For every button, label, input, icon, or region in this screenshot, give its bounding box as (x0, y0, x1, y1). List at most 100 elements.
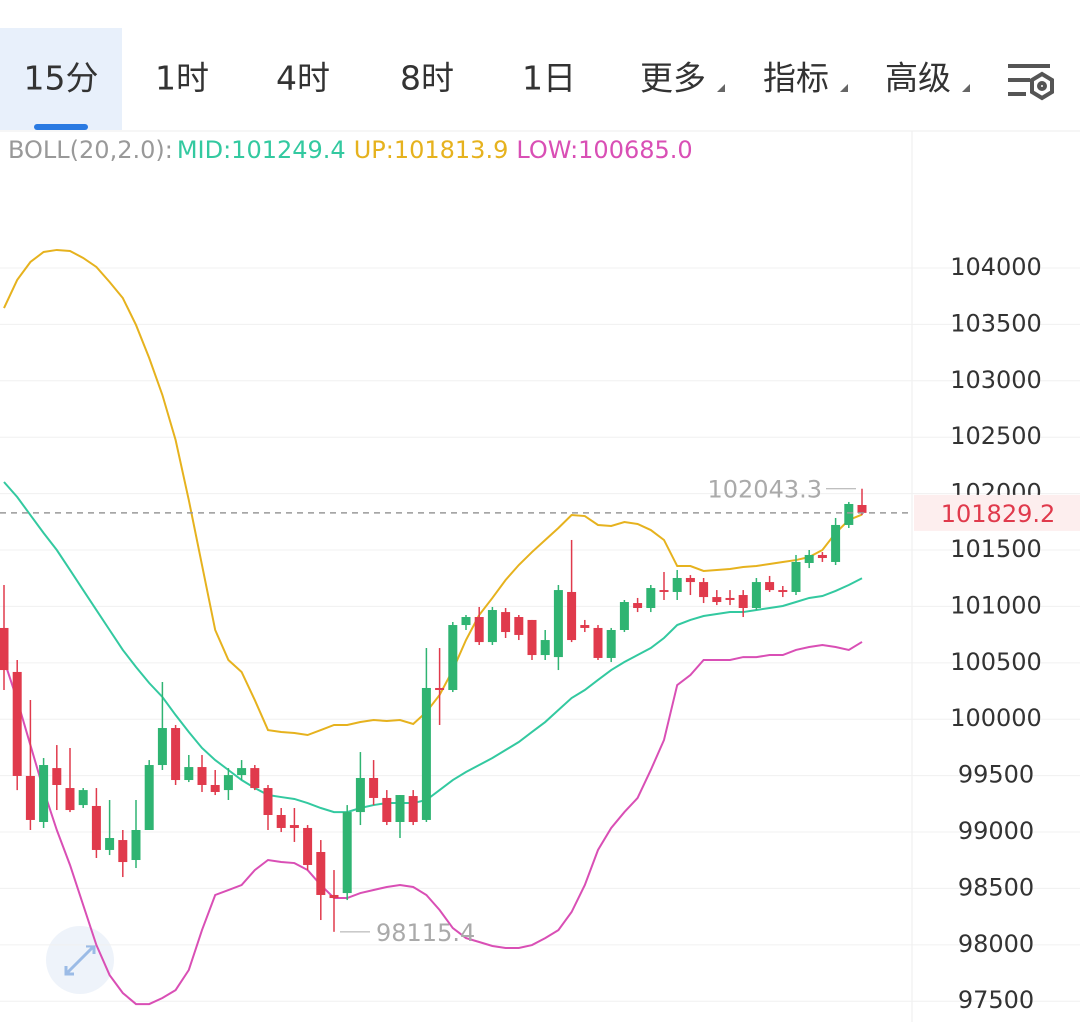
candle-body (171, 728, 181, 781)
expand-button[interactable] (46, 926, 114, 994)
tab[interactable]: 1日 (522, 59, 576, 98)
boll-line (3, 481, 863, 814)
candle-body (105, 838, 115, 850)
y-tick-label: 99500 (958, 761, 1034, 789)
candle-body (25, 775, 35, 820)
candle-body (699, 582, 709, 598)
candle-body (540, 640, 550, 656)
candle-body (751, 582, 761, 608)
y-tick-label: 104000 (950, 253, 1042, 281)
settings-icon[interactable] (1008, 64, 1054, 101)
y-tick-label: 101500 (950, 535, 1042, 563)
candle-body (316, 851, 326, 895)
candle-body (52, 768, 62, 785)
candle-body (844, 503, 854, 525)
candle-body (144, 765, 154, 831)
candle-body (382, 797, 392, 822)
dropdown-caret (840, 84, 848, 92)
tab[interactable]: 更多 (640, 59, 706, 98)
y-tick-label: 101000 (950, 591, 1042, 619)
y-tick-label: 97500 (958, 986, 1034, 1014)
candle-body (804, 554, 814, 563)
candle-body (329, 894, 339, 899)
annotation: 102043.3 (707, 476, 822, 504)
boll-line (3, 248, 863, 737)
active-tab-indicator (34, 124, 88, 130)
y-tick-label: 102500 (950, 422, 1042, 450)
candle-body (501, 612, 511, 633)
candle-body (487, 610, 497, 643)
candle-body (474, 617, 484, 643)
candle-body (659, 590, 669, 592)
candle-body (461, 617, 471, 626)
candle-body (237, 768, 247, 776)
candle-body (619, 602, 629, 630)
candle-body (303, 827, 313, 865)
candle-body (448, 625, 458, 691)
candle-body (685, 577, 695, 583)
legend-entry: LOW:100685.0 (516, 136, 692, 164)
candle-body (39, 765, 49, 822)
candle-body (0, 627, 9, 671)
candle-body (567, 591, 577, 641)
candle-body (725, 597, 735, 600)
candle-body (408, 796, 418, 822)
last-price-box (914, 494, 1080, 531)
candle-body (289, 825, 299, 828)
candle-body (118, 840, 128, 863)
tab[interactable]: 4时 (276, 59, 330, 98)
candle-body (738, 595, 748, 608)
y-tick-label: 100000 (950, 704, 1042, 732)
candle-body (65, 788, 75, 811)
tab[interactable]: 指标 (763, 59, 829, 98)
boll-line (3, 641, 863, 1006)
candle-body (250, 768, 260, 789)
active-tab-bg (0, 28, 122, 130)
candle-body (12, 671, 22, 776)
candle-body (857, 505, 867, 513)
candle-body (646, 588, 656, 608)
y-tick-label: 103500 (950, 309, 1042, 337)
candle-body (712, 597, 722, 603)
tab[interactable]: 8时 (400, 59, 454, 98)
candle-body (342, 812, 352, 894)
candle-body (355, 777, 365, 813)
dropdown-caret (962, 84, 970, 92)
candle-body (91, 805, 101, 850)
legend-entry: UP:101813.9 (354, 136, 509, 164)
legend-entry: MID:101249.4 (177, 136, 346, 164)
candle-body (672, 577, 682, 592)
candle-body (263, 788, 273, 815)
candle-body (527, 619, 537, 656)
candle-body (369, 777, 379, 798)
tab[interactable]: 1时 (155, 59, 209, 98)
last-price-label: 101829.2 (941, 500, 1056, 528)
y-tick-label: 98500 (958, 873, 1034, 901)
indicator-name: BOLL(20,2.0): (8, 136, 173, 164)
candle-body (210, 784, 220, 792)
candle-body (791, 561, 801, 592)
y-tick-label: 99000 (958, 817, 1034, 845)
candle-body (184, 767, 194, 781)
y-tick-label: 100500 (950, 648, 1042, 676)
candle-body (606, 629, 616, 658)
candle-body (395, 795, 405, 822)
candle-body (593, 627, 603, 658)
candle-body (78, 790, 88, 806)
candle-body (276, 814, 286, 828)
candle-body (157, 728, 167, 766)
tab[interactable]: 高级 (885, 59, 951, 98)
tab[interactable]: 15分 (24, 59, 99, 98)
candle-body (553, 590, 563, 658)
candle-body (817, 554, 827, 559)
indicator-legend: BOLL(20,2.0): MID:101249.4 UP:101813.9 LOW:… (8, 136, 693, 164)
candle-body (223, 775, 233, 791)
candle-body (435, 687, 445, 691)
candle-body (421, 687, 431, 820)
candle-body (580, 625, 590, 628)
candle-body (514, 617, 524, 635)
candle-body (831, 524, 841, 562)
y-tick-label: 103000 (950, 366, 1042, 394)
